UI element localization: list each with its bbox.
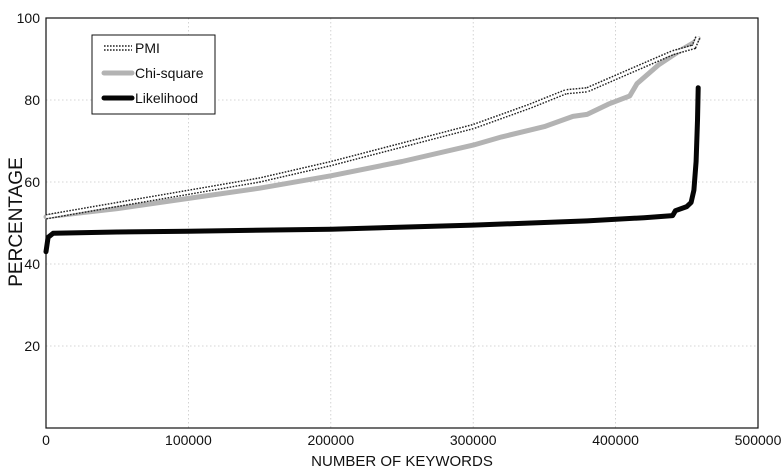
data-point [686,206,688,208]
series-line [43,36,701,220]
x-tick-label: 200000 [307,432,354,448]
legend: PMI Chi-square Likelihood [91,34,216,115]
data-point [259,187,261,189]
data-point [501,136,503,138]
x-axis-title: NUMBER OF KEYWORDS [311,453,493,468]
y-tick-label: 20 [24,338,40,354]
data-point [188,230,190,232]
legend-item: Likelihood [101,90,198,106]
series-likelihood [43,85,701,255]
legend-item: Chi-square [101,65,204,81]
x-tick-label: 400000 [592,432,639,448]
data-point [45,251,47,253]
data-point [116,231,118,233]
legend-label: Likelihood [135,90,198,106]
data-point [52,233,54,235]
series-pmi [45,35,701,220]
legend-label: PMI [135,40,160,56]
data-point [643,217,645,219]
grid [46,18,758,428]
data-point [636,83,638,85]
data-point [401,144,403,146]
series-layer [43,35,701,255]
y-tick-label: 80 [24,92,40,108]
data-point [45,216,47,218]
data-point [259,179,261,181]
x-tick-label: 100000 [165,432,212,448]
data-point [586,114,588,116]
data-point [658,64,660,66]
data-point [188,192,190,194]
data-point [330,228,332,230]
series-chi-square [43,36,701,220]
x-tick-label: 300000 [450,432,497,448]
legend-label: Chi-square [135,65,204,81]
y-tick-label: 40 [24,256,40,272]
data-point [697,87,699,89]
data-point [565,91,567,93]
data-point [675,210,677,212]
data-point [572,116,574,118]
data-point [608,103,610,105]
data-point [330,175,332,177]
x-tick-label: 500000 [735,432,782,448]
data-point [615,77,617,79]
data-point [697,120,699,122]
data-point [401,161,403,163]
data-point [695,161,697,163]
data-point [690,202,692,204]
series-line [43,85,701,255]
y-tick-label: 60 [24,174,40,190]
data-point [672,215,674,217]
data-point [472,224,474,226]
data-point [529,105,531,107]
x-tick-label: 0 [42,432,50,448]
data-point [693,46,695,48]
y-tick-label: 100 [17,10,41,26]
y-axis-title: PERCENTAGE [6,157,27,287]
data-point [672,52,674,54]
data-point [586,220,588,222]
data-point [586,89,588,91]
legend-items: PMI Chi-square Likelihood [101,40,204,106]
data-point [643,64,645,66]
data-point [472,126,474,128]
data-point [472,144,474,146]
data-point [629,95,631,97]
data-point [544,126,546,128]
data-point [330,163,332,165]
data-point [693,189,695,191]
data-point [188,198,190,200]
series-line-inner [45,35,700,219]
data-point [116,204,118,206]
plot-frame [45,17,759,429]
legend-item: PMI [104,40,160,56]
data-point [116,208,118,210]
data-point [697,36,699,38]
tick-labels: 0 100000 200000 300000 400000 500000 20 40 60 80 1… [17,10,782,448]
data-point [47,237,49,239]
